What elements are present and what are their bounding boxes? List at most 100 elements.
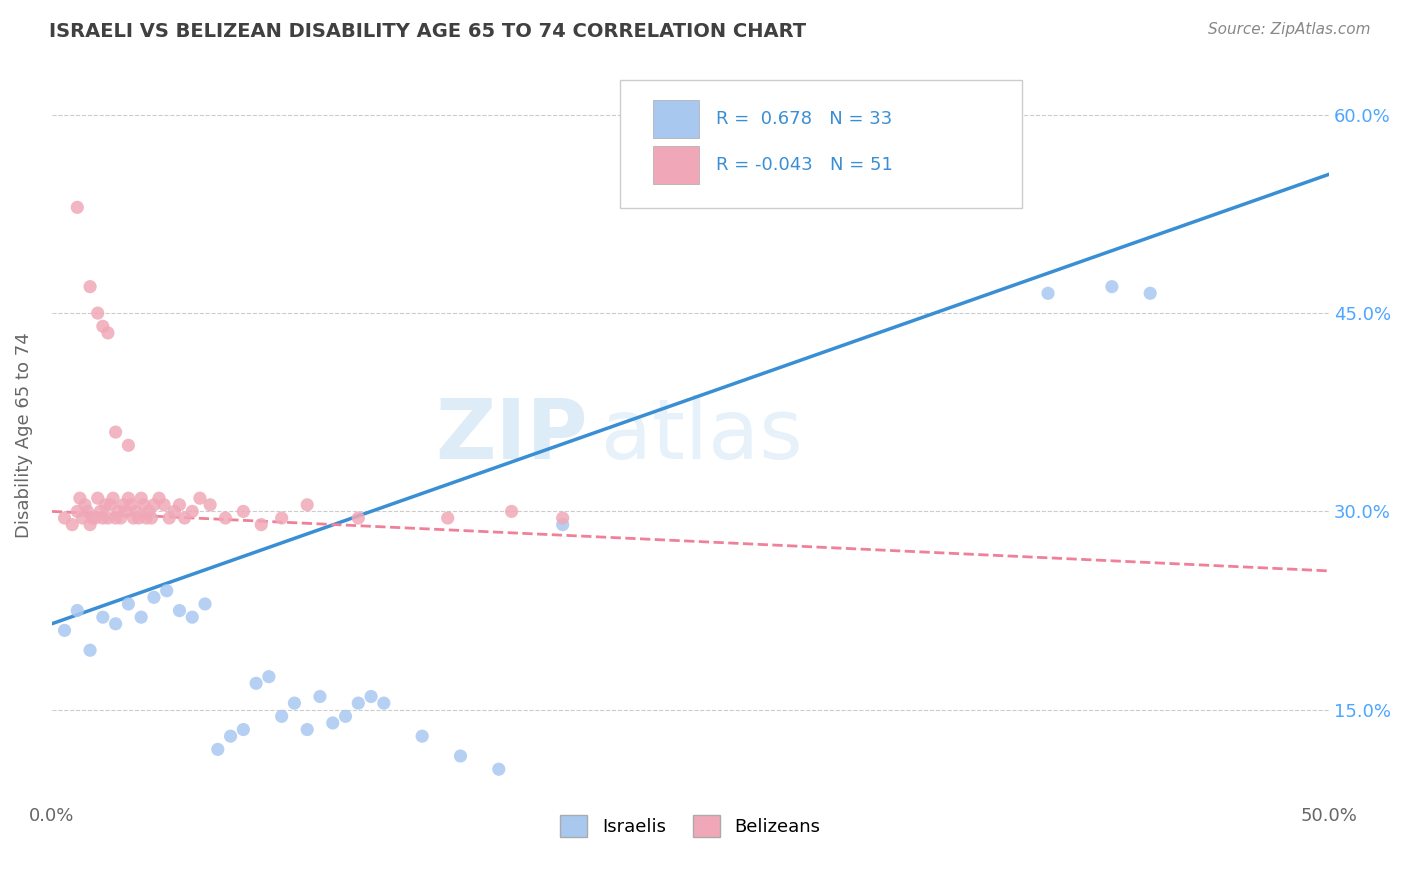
Point — [73, 498, 96, 512]
Point — [347, 511, 370, 525]
Point — [188, 491, 211, 506]
Point — [82, 511, 104, 525]
Point — [156, 583, 179, 598]
Point — [117, 438, 139, 452]
Y-axis label: Disability Age 65 to 74: Disability Age 65 to 74 — [15, 333, 32, 538]
Point — [501, 504, 523, 518]
Point — [135, 511, 157, 525]
Point — [104, 616, 127, 631]
Point — [87, 306, 110, 320]
Point — [129, 610, 152, 624]
Point — [100, 498, 122, 512]
Point — [347, 696, 370, 710]
Point — [91, 511, 114, 525]
Point — [551, 517, 574, 532]
Text: atlas: atlas — [600, 395, 803, 476]
Point — [132, 498, 155, 512]
Point — [270, 511, 292, 525]
Point — [450, 749, 472, 764]
Point — [66, 504, 89, 518]
Point — [214, 511, 236, 525]
Point — [89, 504, 111, 518]
Point — [411, 729, 433, 743]
Legend: Israelis, Belizeans: Israelis, Belizeans — [553, 808, 828, 845]
Text: Source: ZipAtlas.com: Source: ZipAtlas.com — [1208, 22, 1371, 37]
Point — [283, 696, 305, 710]
Point — [94, 498, 117, 512]
Point — [104, 425, 127, 439]
Point — [53, 511, 76, 525]
Point — [163, 504, 186, 518]
Point — [76, 504, 98, 518]
Point — [1101, 279, 1123, 293]
Point — [120, 498, 142, 512]
Point — [1036, 286, 1059, 301]
Point — [141, 511, 163, 525]
Point — [66, 200, 89, 214]
Point — [138, 504, 160, 518]
Point — [117, 597, 139, 611]
Point — [122, 511, 145, 525]
Point — [79, 517, 101, 532]
Point — [87, 491, 110, 506]
Point — [198, 498, 221, 512]
Text: R = -0.043   N = 51: R = -0.043 N = 51 — [716, 155, 893, 174]
FancyBboxPatch shape — [654, 145, 699, 184]
Text: ZIP: ZIP — [436, 395, 588, 476]
Point — [295, 723, 318, 737]
Point — [69, 491, 91, 506]
Point — [551, 511, 574, 525]
Point — [148, 491, 170, 506]
Point — [114, 504, 136, 518]
Point — [97, 511, 120, 525]
Point — [181, 504, 204, 518]
Point — [1139, 286, 1161, 301]
Point — [117, 491, 139, 506]
Point — [173, 511, 195, 525]
Point — [128, 511, 150, 525]
Point — [125, 504, 148, 518]
Point — [181, 610, 204, 624]
Point — [270, 709, 292, 723]
Point — [322, 715, 344, 730]
Point — [91, 610, 114, 624]
Point — [91, 319, 114, 334]
Point — [110, 511, 132, 525]
Point — [112, 498, 135, 512]
Point — [142, 591, 165, 605]
Point — [295, 498, 318, 512]
Point — [157, 511, 180, 525]
Point — [97, 326, 120, 340]
Point — [335, 709, 357, 723]
Point — [79, 643, 101, 657]
Point — [245, 676, 267, 690]
Point — [250, 517, 273, 532]
Point — [488, 762, 510, 776]
Point — [84, 511, 107, 525]
Point — [79, 279, 101, 293]
Point — [232, 723, 254, 737]
Point — [207, 742, 229, 756]
Point — [257, 670, 280, 684]
Point — [60, 517, 83, 532]
Point — [153, 498, 176, 512]
Point — [169, 498, 191, 512]
Point — [107, 504, 129, 518]
Point — [219, 729, 242, 743]
Text: R =  0.678   N = 33: R = 0.678 N = 33 — [716, 110, 893, 128]
Text: ISRAELI VS BELIZEAN DISABILITY AGE 65 TO 74 CORRELATION CHART: ISRAELI VS BELIZEAN DISABILITY AGE 65 TO… — [49, 22, 806, 41]
Point — [360, 690, 382, 704]
Point — [53, 624, 76, 638]
Point — [129, 491, 152, 506]
Point — [104, 511, 127, 525]
Point — [232, 504, 254, 518]
Point — [194, 597, 217, 611]
Point — [373, 696, 395, 710]
Point — [66, 603, 89, 617]
Point — [101, 491, 124, 506]
FancyBboxPatch shape — [654, 100, 699, 138]
FancyBboxPatch shape — [620, 79, 1022, 208]
Point — [169, 603, 191, 617]
Point — [436, 511, 458, 525]
Point — [72, 511, 94, 525]
